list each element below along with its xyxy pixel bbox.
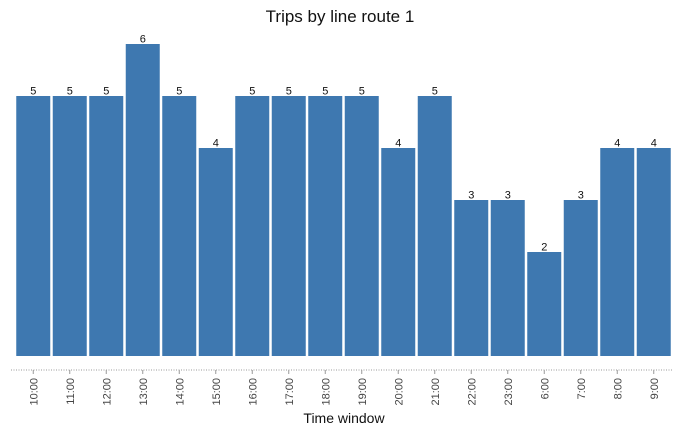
value-label-14:00: 5: [176, 86, 182, 98]
value-label-15:00: 4: [213, 138, 219, 150]
value-label-13:00: 6: [140, 34, 146, 46]
bar-23:00: [490, 200, 525, 356]
x-ticks-layer: 10:00 11:00 12:00 13:00 14:00 15:00 16:00 17:00…: [28, 370, 661, 406]
value-label-8:00: 4: [614, 138, 620, 150]
bar-14:00: [162, 96, 197, 356]
bar-21:00: [417, 96, 452, 356]
bars-layer: [16, 44, 671, 356]
x-tick-label-9:00: 9:00: [649, 378, 661, 399]
x-tick-label-8:00: 8:00: [612, 378, 624, 399]
bar-17:00: [271, 96, 306, 356]
bar-10:00: [16, 96, 51, 356]
bar-7:00: [563, 200, 598, 356]
x-tick-label-13:00: 13:00: [138, 378, 150, 406]
value-label-9:00: 4: [651, 138, 657, 150]
value-label-7:00: 3: [578, 190, 584, 202]
x-tick-label-19:00: 19:00: [357, 378, 369, 406]
chart-title: Trips by line route 1: [266, 7, 415, 26]
x-tick-label-10:00: 10:00: [28, 378, 40, 406]
bar-6:00: [527, 252, 562, 356]
x-tick-label-15:00: 15:00: [211, 378, 223, 406]
x-tick-label-21:00: 21:00: [430, 378, 442, 406]
value-label-12:00: 5: [103, 86, 109, 98]
x-tick-label-20:00: 20:00: [393, 378, 405, 406]
x-tick-label-6:00: 6:00: [539, 378, 551, 399]
bar-12:00: [89, 96, 124, 356]
x-tick-label-12:00: 12:00: [101, 378, 113, 406]
value-label-23:00: 3: [505, 190, 511, 202]
bar-19:00: [344, 96, 379, 356]
bar-15:00: [198, 148, 233, 356]
value-label-11:00: 5: [67, 86, 73, 98]
x-tick-label-17:00: 17:00: [284, 378, 296, 406]
bar-22:00: [454, 200, 489, 356]
value-label-22:00: 3: [468, 190, 474, 202]
bar-8:00: [600, 148, 635, 356]
value-label-17:00: 5: [286, 86, 292, 98]
value-label-19:00: 5: [359, 86, 365, 98]
bar-13:00: [125, 44, 160, 356]
x-tick-label-11:00: 11:00: [65, 378, 77, 405]
bar-18:00: [308, 96, 343, 356]
bar-11:00: [52, 96, 87, 356]
x-tick-label-23:00: 23:00: [503, 378, 515, 406]
value-label-6:00: 2: [541, 242, 547, 254]
x-tick-label-14:00: 14:00: [174, 378, 186, 406]
bar-20:00: [381, 148, 416, 356]
x-tick-label-7:00: 7:00: [576, 378, 588, 399]
value-labels-layer: 5 5 5 6 5 4 5 5 5 5 4 5 3 3 2 3 4 4: [30, 34, 657, 254]
value-label-18:00: 5: [322, 86, 328, 98]
value-label-21:00: 5: [432, 86, 438, 98]
x-tick-label-16:00: 16:00: [247, 378, 259, 406]
value-label-10:00: 5: [30, 86, 36, 98]
value-label-20:00: 4: [395, 138, 401, 150]
x-tick-label-18:00: 18:00: [320, 378, 332, 406]
bar-9:00: [636, 148, 671, 356]
bar-16:00: [235, 96, 270, 356]
x-axis-title: Time window: [303, 410, 385, 426]
x-tick-label-22:00: 22:00: [466, 378, 478, 406]
value-label-16:00: 5: [249, 86, 255, 98]
